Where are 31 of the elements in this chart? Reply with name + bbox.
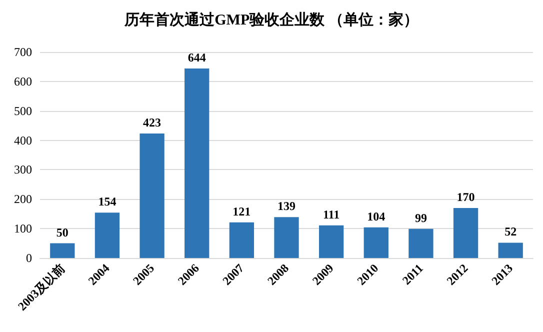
y-tick-label: 600	[14, 74, 32, 88]
data-label: 644	[188, 50, 206, 64]
bar	[408, 228, 434, 258]
bar	[50, 243, 75, 258]
bar	[229, 222, 254, 258]
bar	[318, 225, 344, 258]
data-label: 104	[367, 209, 386, 224]
y-tick-label: 200	[14, 192, 32, 206]
y-tick-label: 400	[14, 133, 32, 148]
data-label: 170	[456, 190, 475, 204]
y-tick-label: 300	[14, 162, 32, 177]
y-tick-label: 500	[14, 104, 32, 118]
data-label: 121	[232, 204, 251, 218]
bar	[184, 68, 210, 258]
data-label: 139	[278, 199, 296, 214]
data-label: 52	[504, 224, 517, 239]
bar	[498, 242, 523, 258]
y-tick-label: 0	[26, 251, 32, 265]
bar	[140, 134, 164, 258]
data-label: 154	[98, 194, 116, 209]
data-label: 99	[414, 210, 427, 225]
data-label: 423	[143, 116, 162, 130]
bar	[274, 217, 299, 258]
data-label: 111	[322, 207, 340, 222]
bar	[94, 212, 120, 258]
y-tick-label: 700	[14, 45, 32, 59]
bar	[453, 208, 478, 258]
chart-title: 历年首次通过GMP验收企业数 （单位：家）	[124, 10, 418, 28]
data-label: 50	[56, 225, 68, 240]
y-tick-label: 100	[14, 222, 32, 236]
bar	[364, 227, 388, 258]
